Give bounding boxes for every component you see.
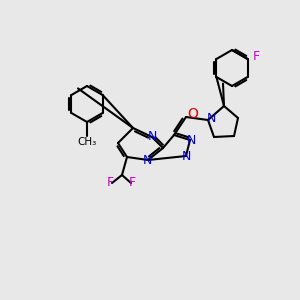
Text: F: F xyxy=(106,176,114,188)
Text: CH₃: CH₃ xyxy=(77,137,97,147)
Text: N: N xyxy=(206,112,216,125)
Text: N: N xyxy=(181,151,191,164)
Text: F: F xyxy=(128,176,136,188)
Text: O: O xyxy=(188,107,198,121)
Text: N: N xyxy=(147,130,157,142)
Text: N: N xyxy=(142,154,152,167)
Text: N: N xyxy=(186,134,196,146)
Text: F: F xyxy=(253,50,260,64)
